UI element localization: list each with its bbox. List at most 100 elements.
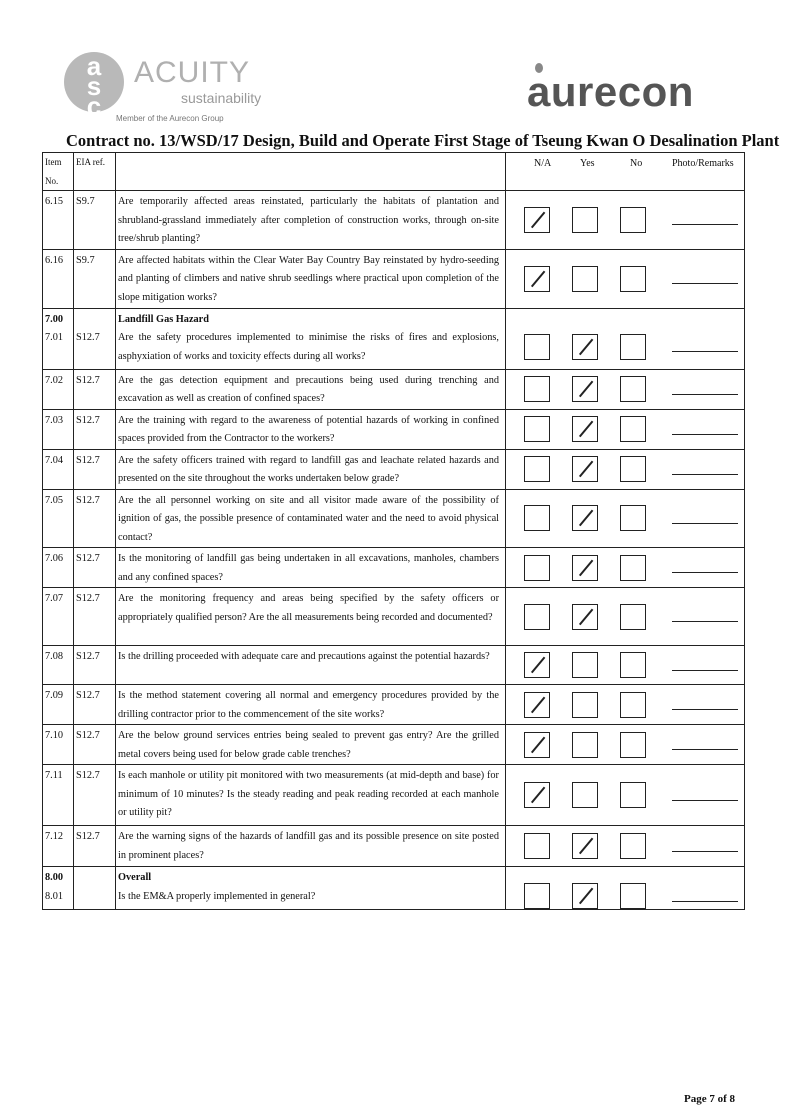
item-cell: 7.10 <box>42 724 74 765</box>
checkbox-no[interactable] <box>620 416 646 442</box>
checkbox-na[interactable] <box>524 265 550 292</box>
checkbox-no[interactable] <box>620 505 646 532</box>
checkbox-na[interactable] <box>524 456 550 482</box>
checkbox-yes[interactable] <box>572 265 598 292</box>
checkbox-no[interactable] <box>620 833 646 859</box>
remarks-line[interactable] <box>672 393 738 395</box>
table-row: 7.04 S12.7 Are the safety officers train… <box>42 448 745 490</box>
checkbox-yes[interactable] <box>572 554 598 581</box>
eia-cell: S12.7 <box>73 645 116 685</box>
acuity-member-text: Member of the Aurecon Group <box>116 114 224 123</box>
checkbox-na[interactable] <box>524 416 550 442</box>
header-item-no: Item No. <box>42 152 74 191</box>
answer-cell <box>505 248 745 309</box>
eia-cell <box>73 866 116 910</box>
description-cell: Are the below ground services entries be… <box>115 724 506 765</box>
eia-cell: S12.7 <box>73 408 116 450</box>
checkbox-yes[interactable] <box>572 833 598 859</box>
remarks-line[interactable] <box>672 850 738 852</box>
checkbox-yes[interactable] <box>572 691 598 718</box>
checkbox-yes[interactable] <box>572 731 598 758</box>
page-number: Page 7 of 8 <box>684 1093 736 1105</box>
header-description <box>115 152 506 191</box>
item-number: 7.03 <box>45 414 64 426</box>
remarks-line[interactable] <box>672 900 738 902</box>
checkbox-yes[interactable] <box>572 603 598 630</box>
checkbox-na[interactable] <box>524 333 550 360</box>
item-cell: 8.00 8.01 <box>42 866 74 910</box>
checkbox-yes[interactable] <box>572 456 598 482</box>
table-header-row: Item No. EIA ref. N/A Yes No Photo/Remar… <box>42 152 745 191</box>
remarks-line[interactable] <box>672 283 738 284</box>
checkbox-no[interactable] <box>620 782 646 808</box>
header-answers: N/A Yes No Photo/Remarks <box>505 152 745 191</box>
checkbox-yes[interactable] <box>572 883 598 909</box>
answer-cell <box>505 645 745 685</box>
remarks-line[interactable] <box>672 433 738 435</box>
checkbox-na[interactable] <box>524 782 550 808</box>
checkbox-yes[interactable] <box>572 505 598 532</box>
checkbox-na[interactable] <box>524 554 550 581</box>
checkbox-no[interactable] <box>620 554 646 581</box>
checkbox-no[interactable] <box>620 376 646 402</box>
checkbox-no[interactable] <box>620 603 646 630</box>
remarks-line[interactable] <box>672 572 738 573</box>
checkbox-no[interactable] <box>620 652 646 678</box>
checkbox-na[interactable] <box>524 691 550 718</box>
remarks-line[interactable] <box>672 621 738 622</box>
item-cell: 7.11 <box>42 764 74 826</box>
checkbox-yes[interactable] <box>572 206 598 233</box>
description-cell: Are the safety officers trained with reg… <box>115 448 506 490</box>
checkbox-no[interactable] <box>620 883 646 909</box>
checkbox-yes[interactable] <box>572 652 598 678</box>
description-cell: Is the drilling proceeded with adequate … <box>115 645 506 685</box>
checkbox-na[interactable] <box>524 883 550 909</box>
table-row: 7.10 S12.7 Are the below ground services… <box>42 724 745 765</box>
checkbox-na[interactable] <box>524 376 550 402</box>
document-title: Contract no. 13/WSD/17 Design, Build and… <box>66 131 780 150</box>
checkbox-no[interactable] <box>620 333 646 360</box>
remarks-line[interactable] <box>672 351 738 352</box>
checkbox-na[interactable] <box>524 505 550 532</box>
item-cell: 7.07 <box>42 587 74 646</box>
answer-cell <box>505 488 745 548</box>
table-row: 7.05 S12.7 Are the all personnel working… <box>42 488 745 548</box>
eia-ref: S12.7 <box>76 593 100 604</box>
remarks-line[interactable] <box>672 799 738 801</box>
remarks-line[interactable] <box>672 669 738 671</box>
item-number: 7.07 <box>45 593 64 604</box>
checkbox-no[interactable] <box>620 691 646 718</box>
checkbox-yes[interactable] <box>572 376 598 402</box>
description-cell: Landfill Gas Hazard Are the safety proced… <box>115 307 506 370</box>
eia-cell: S12.7 <box>73 684 116 725</box>
table-row: 7.12 S12.7 Are the warning signs of the … <box>42 825 745 867</box>
description-cell: Are temporarily affected areas reinstate… <box>115 190 506 250</box>
header-eia-ref: EIA ref. <box>73 152 116 191</box>
checkbox-na[interactable] <box>524 603 550 630</box>
checkbox-na[interactable] <box>524 206 550 233</box>
question-text: Are affected habitats within the Clear W… <box>118 254 499 303</box>
item-cell: 7.04 <box>42 448 74 490</box>
checkbox-no[interactable] <box>620 731 646 758</box>
remarks-line[interactable] <box>672 522 738 524</box>
checkbox-yes[interactable] <box>572 333 598 360</box>
table-row: 7.06 S12.7 Is the monitoring of landfill… <box>42 547 745 588</box>
checkbox-no[interactable] <box>620 456 646 482</box>
remarks-line[interactable] <box>672 224 738 226</box>
checkbox-na[interactable] <box>524 833 550 859</box>
checkbox-na[interactable] <box>524 652 550 678</box>
question-text: Are the training with regard to the awar… <box>118 414 499 445</box>
item-number: 7.04 <box>45 454 64 466</box>
checkbox-no[interactable] <box>620 206 646 233</box>
section-number: 7.00 <box>45 313 64 325</box>
remarks-line[interactable] <box>672 473 738 475</box>
checkbox-no[interactable] <box>620 265 646 292</box>
header-no: No <box>630 158 643 169</box>
remarks-line[interactable] <box>672 709 738 710</box>
remarks-line[interactable] <box>672 749 738 750</box>
checkbox-yes[interactable] <box>572 782 598 808</box>
checkbox-yes[interactable] <box>572 416 598 442</box>
eia-ref: S12.7 <box>76 454 100 466</box>
description-cell: Are the gas detection equipment and prec… <box>115 368 506 410</box>
checkbox-na[interactable] <box>524 731 550 758</box>
